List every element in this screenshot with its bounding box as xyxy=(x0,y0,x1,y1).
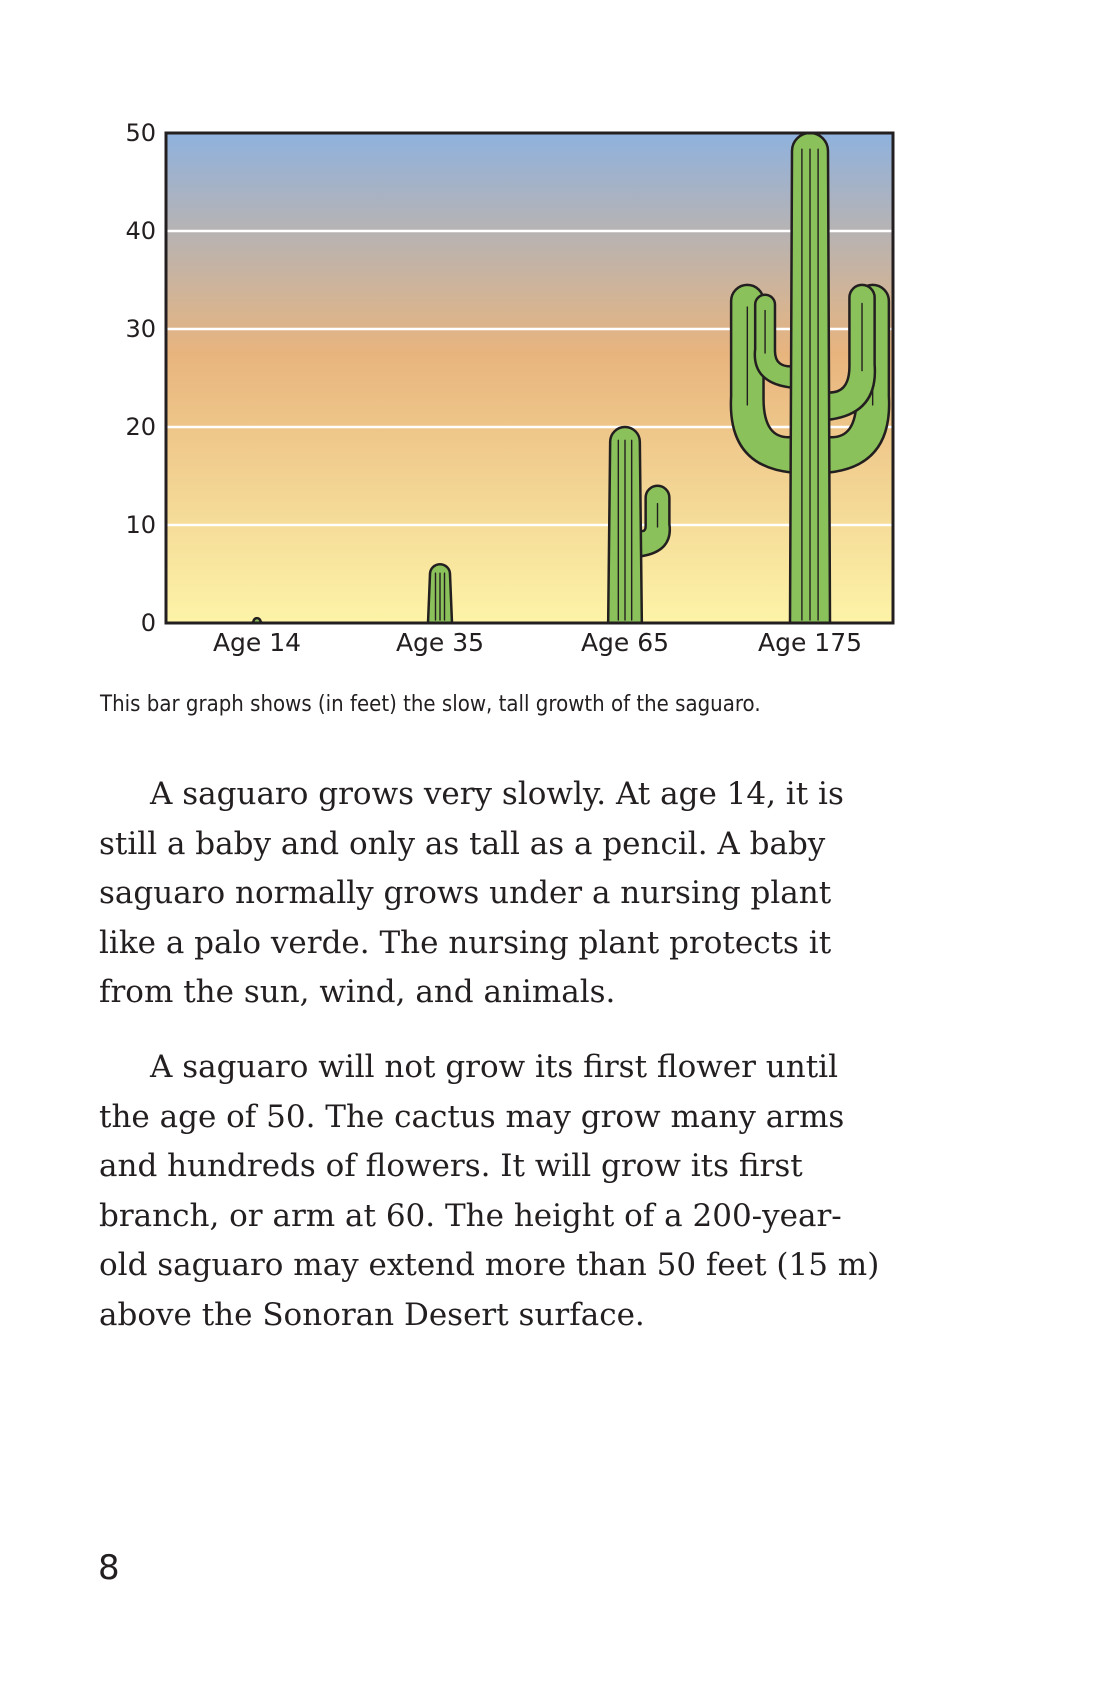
y-tick-label: 30 xyxy=(125,315,156,343)
x-axis-labels: Age 14 Age 35 Age 65 Age 175 xyxy=(213,628,862,657)
cactus-bar xyxy=(426,562,454,623)
cactus-bar xyxy=(729,131,891,623)
x-tick-label: Age 35 xyxy=(396,628,484,657)
bar-chart: 0 10 20 30 40 50 Age 14 Age 35 Age 65 Age 175 xyxy=(0,0,1100,680)
y-tick-label: 10 xyxy=(125,511,156,539)
cactus-bars xyxy=(250,131,891,623)
plot-frame xyxy=(164,131,895,625)
y-tick-label: 0 xyxy=(141,609,156,637)
chart-svg: 0 10 20 30 40 50 Age 14 Age 35 Age 65 Age 175 xyxy=(125,119,895,657)
figure-caption: This bar graph shows (in feet) the slow,… xyxy=(100,692,761,717)
y-tick-label: 50 xyxy=(125,119,156,147)
cactus-bar xyxy=(606,425,672,623)
x-tick-label: Age 175 xyxy=(758,628,862,657)
y-tick-label: 40 xyxy=(125,217,156,245)
page-number: 8 xyxy=(98,1548,120,1588)
y-axis-ticks: 0 10 20 30 40 50 xyxy=(125,119,156,637)
y-tick-label: 20 xyxy=(125,413,156,441)
cactus-arm xyxy=(638,484,672,558)
cactus-arm xyxy=(729,283,794,474)
x-tick-label: Age 65 xyxy=(581,628,669,657)
body-paragraph-2: A saguaro will not grow its first flower… xyxy=(99,1049,880,1333)
body-paragraph-1: A saguaro grows very slowly. At age 14, … xyxy=(99,776,844,1010)
x-tick-label: Age 14 xyxy=(213,628,301,657)
